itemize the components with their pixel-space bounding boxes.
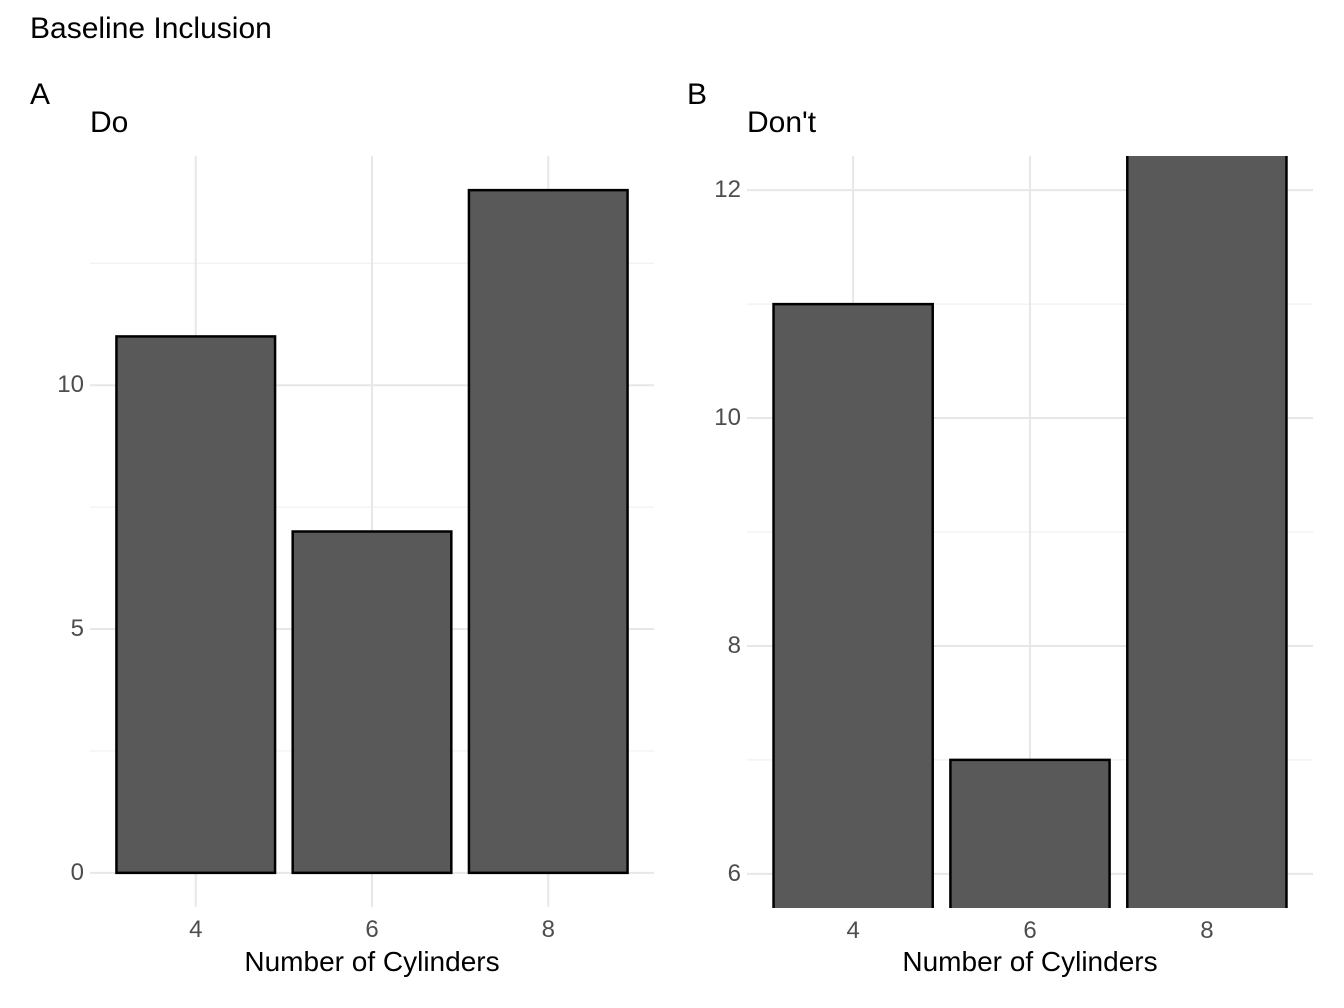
panel-a-tag: A <box>30 78 51 111</box>
panel-a-plot-area <box>90 156 654 907</box>
panel-a-x-axis-title: Number of Cylinders <box>244 946 500 977</box>
bar-cyl-4 <box>115 335 277 875</box>
panel-a-x-tick-6: 6 <box>365 916 379 943</box>
panel-b-tag: B <box>687 78 708 111</box>
panel-b-plot-area <box>747 156 1313 908</box>
panel-b-y-tick-12: 12 <box>714 176 741 204</box>
bar-cyl-4 <box>772 302 934 908</box>
panel-a-y-tick-10: 10 <box>57 371 84 399</box>
panel-b-x-axis-title: Number of Cylinders <box>902 946 1158 977</box>
bar-cyl-8 <box>467 188 629 875</box>
panel-a-x-tick-4: 4 <box>189 916 203 943</box>
plot-title: Baseline Inclusion <box>30 12 272 45</box>
panel-b-y-tick-6: 6 <box>727 859 741 887</box>
panel-b-y-tick-10: 10 <box>714 404 741 432</box>
panel-a-subtitle: Do <box>90 106 129 139</box>
bar-cyl-8 <box>1126 156 1288 908</box>
panel-a-y-tick-5: 5 <box>70 615 84 643</box>
panel-a-y-tick-0: 0 <box>70 858 84 886</box>
bar-cyl-6 <box>949 758 1111 908</box>
panel-b-x-tick-4: 4 <box>846 917 860 944</box>
panel-b-x-tick-6: 6 <box>1023 917 1037 944</box>
panel-a-x-tick-8: 8 <box>541 916 555 943</box>
bar-cyl-6 <box>291 530 453 875</box>
panel-b-y-tick-8: 8 <box>727 631 741 659</box>
panel-b-x-tick-8: 8 <box>1200 917 1214 944</box>
panel-b-subtitle: Don't <box>747 106 817 139</box>
